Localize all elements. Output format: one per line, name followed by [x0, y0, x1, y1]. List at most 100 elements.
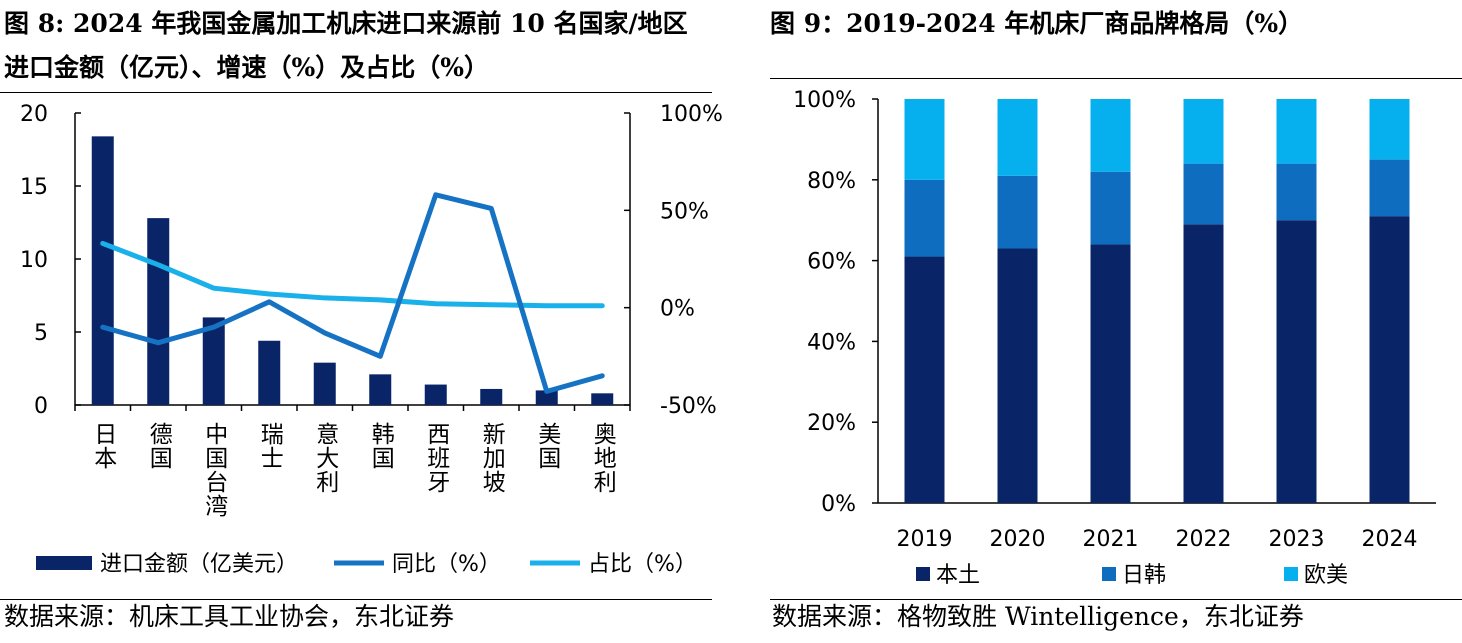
x-category-label: 2022	[1176, 527, 1232, 552]
share-point	[544, 303, 549, 308]
x-category-label: 意大利	[312, 422, 340, 494]
share-line	[100, 240, 605, 309]
domestic-segment	[1090, 244, 1131, 503]
import-amount-bar	[424, 384, 447, 405]
japan-korea-segment	[997, 175, 1038, 249]
y-tick-label: 0%	[821, 492, 856, 517]
japan-korea-segment	[1090, 171, 1131, 245]
europe-us-segment	[1369, 99, 1410, 160]
legend-japan-korea-swatch	[1102, 567, 1116, 581]
yoy-line	[100, 192, 605, 394]
import-amount-bar	[91, 136, 114, 406]
figure-8-panel: 图 8: 2024 年我国金属加工机床进口来源前 10 名国家/地区进口金额（亿…	[0, 0, 723, 643]
left-y-tick-label: 15	[20, 175, 48, 200]
x-category-label: 奥地利	[589, 422, 617, 494]
legend-share-label: 占比（%）	[588, 552, 697, 577]
x-category-label: 西班牙	[423, 422, 451, 494]
share-point	[433, 301, 438, 306]
x-category-label: 2020	[990, 527, 1046, 552]
domestic-segment	[1276, 220, 1317, 503]
share-point	[100, 241, 105, 246]
legend-europe-us-label: 欧美	[1304, 563, 1348, 588]
share-point	[267, 292, 272, 297]
domestic-segment	[1369, 216, 1410, 503]
figure-9-top-rule	[770, 78, 1462, 79]
domestic-segment	[997, 248, 1038, 503]
figure-9-source: 数据来源：格物致胜 Wintelligence，东北证券	[772, 602, 1304, 631]
yoy-point	[544, 389, 549, 394]
europe-us-segment	[904, 99, 945, 180]
share-point	[156, 262, 161, 267]
domestic-segment	[1183, 224, 1224, 504]
right-y-tick-label: 50%	[660, 199, 709, 224]
share-point	[489, 302, 494, 307]
legend-bar-swatch	[36, 556, 92, 570]
figure-9-bottom-rule	[770, 599, 1462, 600]
japan-korea-segment	[904, 179, 945, 257]
x-category-label: 中国台湾	[201, 422, 229, 518]
x-category-label: 韩国	[367, 422, 395, 470]
legend-bar-label: 进口金额（亿美元）	[100, 552, 298, 577]
europe-us-segment	[1090, 99, 1131, 172]
import-amount-bar	[313, 362, 336, 405]
left-y-tick-label: 20	[20, 102, 48, 127]
left-y-tick-label: 0	[34, 394, 48, 419]
right-y-tick-label: 100%	[660, 102, 723, 127]
figure-8-source: 数据来源：机床工具工业协会，东北证券	[4, 602, 455, 631]
import-amount-bar	[369, 374, 392, 405]
yoy-point	[489, 206, 494, 211]
figure-8-top-rule	[0, 92, 712, 93]
legend-domestic-swatch	[916, 567, 930, 581]
y-tick-label: 80%	[807, 169, 856, 194]
yoy-point	[322, 330, 327, 335]
yoy-point	[600, 373, 605, 378]
y-tick-label: 40%	[807, 330, 856, 355]
legend-domestic-label: 本土	[936, 563, 980, 588]
x-category-label: 德国	[145, 422, 173, 470]
legend-europe-us-swatch	[1284, 567, 1298, 581]
right-y-tick-label: -50%	[660, 394, 717, 419]
import-chart: 20 15 10 5 0 100% 50% 0% -50% 日本 德国 中国台湾 瑞士 意大利 韩国 西班牙新…	[20, 102, 723, 577]
figure-9-panel: 图 9：2019-2024 年机床厂商品牌格局（%） 100% 80% 60% 40%…	[770, 0, 1462, 643]
y-tick-label: 20%	[807, 411, 856, 436]
yoy-point	[433, 192, 438, 197]
import-amount-bar	[480, 388, 503, 405]
import-amount-bar	[147, 218, 170, 405]
share-point	[211, 286, 216, 291]
share-point	[322, 295, 327, 300]
x-category-label: 瑞士	[256, 422, 284, 470]
x-category-label: 2019	[897, 527, 953, 552]
import-amount-bar	[535, 390, 558, 405]
domestic-segment	[904, 256, 945, 503]
x-category-label: 2023	[1269, 527, 1325, 552]
share-point	[600, 303, 605, 308]
yoy-point	[267, 299, 272, 304]
yoy-point	[156, 340, 161, 345]
x-category-label: 新加坡	[478, 422, 506, 494]
japan-korea-segment	[1276, 163, 1317, 221]
x-category-label: 2024	[1362, 527, 1418, 552]
import-amount-bar	[591, 393, 614, 405]
legend-japan-korea-label: 日韩	[1122, 563, 1166, 588]
legend-yoy-label: 同比（%）	[392, 552, 501, 577]
figure-9-title: 图 9：2019-2024 年机床厂商品牌格局（%）	[770, 9, 1304, 38]
europe-us-segment	[1183, 99, 1224, 164]
europe-us-segment	[997, 99, 1038, 176]
x-category-label: 2021	[1083, 527, 1139, 552]
share-point	[378, 297, 383, 302]
yoy-point	[378, 354, 383, 359]
japan-korea-segment	[1369, 159, 1410, 217]
x-category-label: 日本	[90, 422, 118, 470]
japan-korea-segment	[1183, 163, 1224, 225]
yoy-point	[100, 325, 105, 330]
brand-share-chart: 100% 80% 60% 40% 20% 0% 2019 2020 2021 2022 2023 20…	[793, 88, 1436, 588]
y-tick-label: 100%	[793, 88, 856, 113]
import-amount-bar	[258, 340, 281, 405]
y-tick-label: 60%	[807, 250, 856, 275]
import-amount-bar	[202, 317, 225, 405]
left-y-tick-label: 10	[20, 248, 48, 273]
right-y-tick-label: 0%	[660, 297, 695, 322]
x-category-label: 美国	[534, 422, 562, 470]
yoy-point	[211, 325, 216, 330]
figure-8-title: 图 8: 2024 年我国金属加工机床进口来源前 10 名国家/地区进口金额（亿…	[4, 9, 688, 82]
